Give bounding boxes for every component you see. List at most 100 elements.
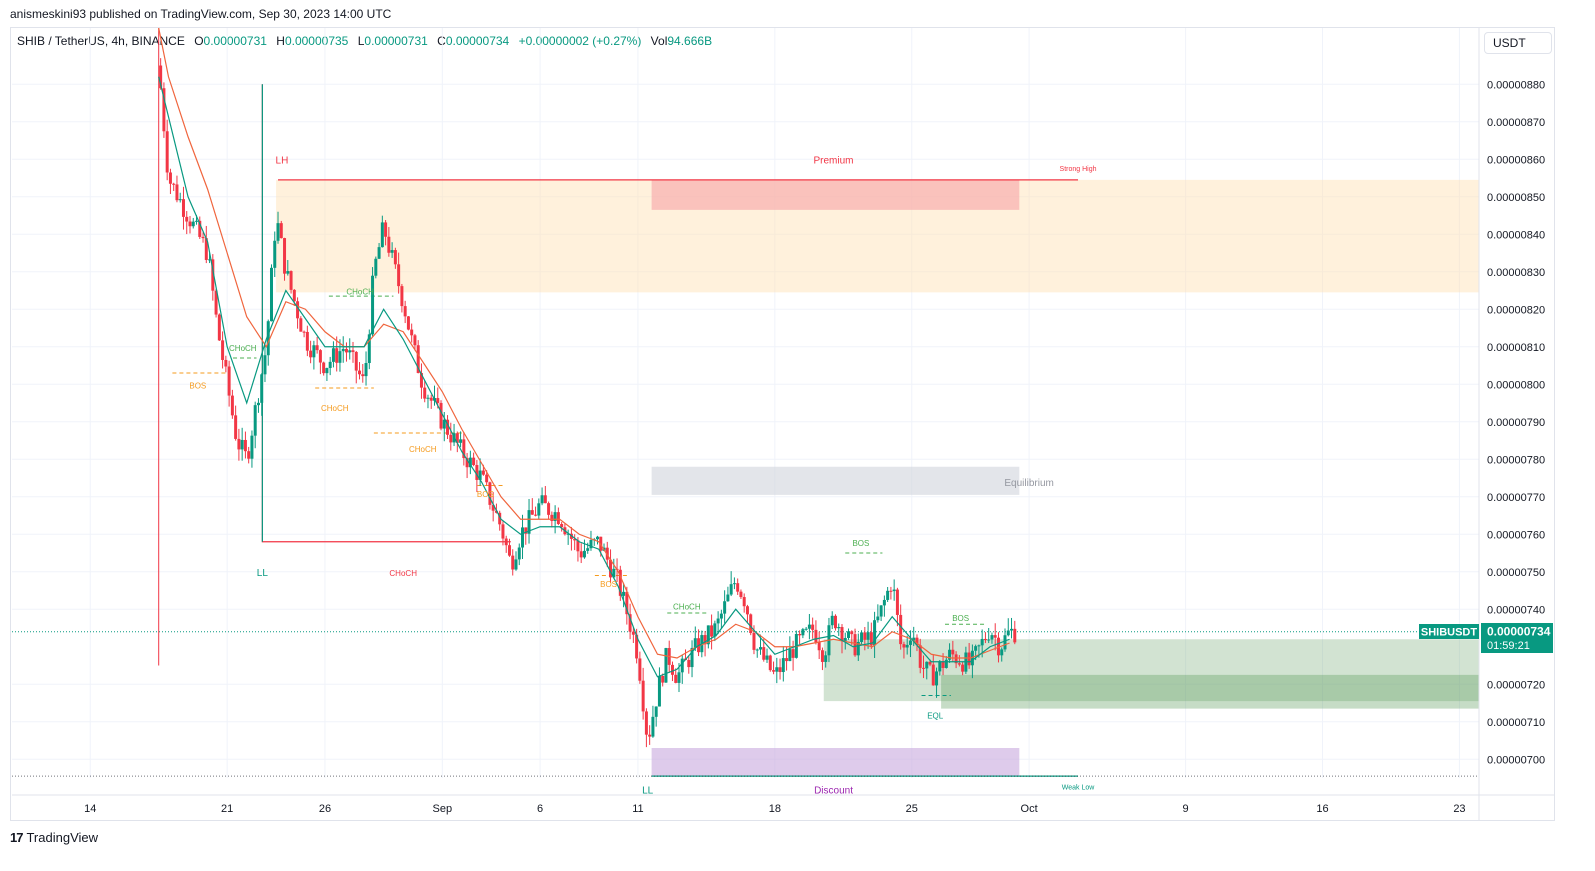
candle-body [957, 663, 961, 665]
candle-body [791, 649, 795, 658]
candle-body [882, 599, 886, 606]
demand-zone-lower [941, 674, 1479, 709]
candle-body [504, 538, 508, 546]
candle-body [657, 675, 661, 707]
candle-body [912, 637, 916, 641]
candle-body [344, 348, 348, 353]
candle-body [739, 591, 743, 598]
candle-body [651, 716, 655, 737]
candle-body [595, 536, 599, 540]
candle-body [644, 711, 648, 735]
candle-body [426, 397, 430, 399]
candle-body [165, 131, 169, 173]
candle-body [749, 614, 753, 634]
countdown: 01:59:21 [1487, 640, 1530, 652]
candle-body [374, 258, 378, 276]
candle-body [775, 667, 779, 672]
candle-body [873, 620, 877, 646]
close-label: C [437, 34, 446, 48]
x-tick-label: 9 [1183, 803, 1189, 815]
candle-body [830, 615, 834, 626]
candle-body [850, 631, 854, 635]
candle-body [742, 597, 746, 607]
candle-body [442, 419, 446, 429]
candle-body [521, 527, 525, 548]
premium-core [651, 179, 1020, 210]
candle-body [185, 216, 189, 222]
candle-body [638, 658, 642, 681]
x-tick-label: 6 [537, 803, 543, 815]
candle-body [429, 397, 433, 401]
brand-footer[interactable]: 17 TradingView [10, 830, 98, 845]
y-tick-label: 0.00000810 [1487, 342, 1545, 354]
candle-body [732, 583, 736, 585]
x-tick-label: 26 [319, 803, 331, 815]
candle-body [468, 457, 472, 468]
candle-body [719, 613, 723, 619]
candle-body [736, 583, 740, 592]
candle-body [938, 661, 942, 672]
candle-body [798, 633, 802, 636]
candle-body [172, 183, 176, 185]
y-tick-label: 0.00000710 [1487, 717, 1545, 729]
candle-body [745, 606, 749, 615]
candle-body [915, 637, 919, 646]
chart-label: LH [276, 155, 289, 166]
candle-body [377, 247, 381, 259]
y-tick-label: 0.00000760 [1487, 529, 1545, 541]
candle-body [400, 286, 404, 307]
y-tick-label: 0.00000840 [1487, 229, 1545, 241]
candle-body [195, 220, 199, 222]
candle-body [895, 589, 899, 615]
candle-body [256, 402, 260, 406]
candle-body [866, 632, 870, 640]
candle-body [853, 634, 857, 656]
candle-body [204, 238, 208, 260]
chart-label: CHoCH [229, 344, 257, 353]
x-tick-label: Sep [433, 803, 453, 815]
candle-body [211, 259, 215, 291]
candle-body [243, 439, 247, 452]
candle-body [269, 267, 273, 322]
candle-body [191, 221, 195, 227]
chart-label: CHoCH [409, 445, 437, 454]
tradingview-logo-icon: 17 [10, 830, 24, 845]
candle-body [635, 634, 639, 659]
currency-button[interactable]: USDT [1484, 32, 1552, 54]
candle-body [501, 524, 505, 539]
candle-body [224, 359, 228, 367]
candle-body [312, 345, 316, 358]
candle-body [250, 435, 254, 459]
annotation-labels: LH Premium Strong High Equilibrium LL CHoCH CH… [189, 155, 1096, 796]
candle-body [384, 222, 388, 237]
x-tick-label: 11 [632, 803, 643, 815]
candle-body [990, 635, 994, 640]
candle-body [491, 504, 495, 511]
candle-body [527, 510, 531, 534]
chart-label: BOS [852, 539, 869, 548]
candle-body [214, 290, 218, 315]
volume-value: 94.666B [667, 34, 713, 48]
candle-body [286, 271, 290, 274]
candle-body [586, 548, 590, 551]
candle-body [625, 591, 629, 615]
candle-body [459, 439, 463, 443]
x-tick-label: 16 [1316, 803, 1328, 815]
price-tag-bg [1481, 623, 1553, 653]
candle-body [579, 551, 583, 558]
candle-body [758, 647, 762, 650]
x-tick-label: 23 [1453, 803, 1465, 815]
candle-body [1013, 628, 1017, 643]
candle-body [902, 644, 906, 648]
y-tick-label: 0.00000720 [1487, 679, 1545, 691]
candle-body [403, 306, 407, 317]
candle-body [315, 345, 319, 351]
symbol-label[interactable]: SHIB / TetherUS, 4h, BINANCE [17, 34, 185, 48]
candle-body [485, 474, 489, 483]
candle-body [159, 65, 163, 89]
symbol-tag: SHIBUSDT [1421, 627, 1478, 639]
chart-frame [10, 27, 1555, 821]
candle-body [234, 415, 238, 439]
candle-body [954, 654, 958, 664]
